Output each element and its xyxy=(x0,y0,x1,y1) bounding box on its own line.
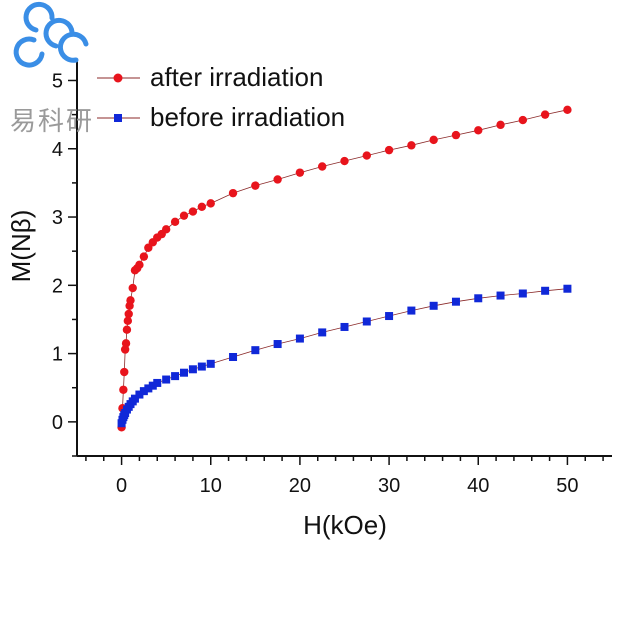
data-point-after-irradiation xyxy=(384,145,394,155)
data-point-before-irradiation xyxy=(407,306,416,315)
data-point-before-irradiation xyxy=(251,346,260,355)
data-point-before-irradiation xyxy=(139,387,148,396)
data-point-after-irradiation xyxy=(139,252,149,261)
data-point-after-irradiation xyxy=(429,135,438,145)
y-tick-label: 5 xyxy=(52,70,63,92)
data-point-before-irradiation xyxy=(144,384,153,393)
data-point-before-irradiation xyxy=(171,372,180,381)
data-point-before-irradiation xyxy=(474,294,483,303)
y-tick-label: 0 xyxy=(52,412,63,434)
data-point-before-irradiation xyxy=(153,378,162,387)
data-point-before-irradiation xyxy=(229,353,238,361)
data-point-after-irradiation xyxy=(318,162,327,171)
data-point-after-irradiation xyxy=(197,202,207,211)
series-line-before-irradiation xyxy=(121,288,568,424)
data-point-before-irradiation xyxy=(563,284,572,293)
legend: after irradiation before irradiation xyxy=(97,62,345,132)
data-point-before-irradiation xyxy=(197,362,206,371)
x-tick-label: 20 xyxy=(289,475,311,497)
data-point-before-irradiation xyxy=(340,322,349,331)
data-point-after-irradiation xyxy=(120,345,130,354)
data-point-after-irradiation xyxy=(340,156,349,166)
data-point-after-irradiation xyxy=(206,199,215,208)
data-point-before-irradiation xyxy=(188,365,197,374)
data-point-before-irradiation xyxy=(295,334,304,343)
legend-marker-after xyxy=(113,73,123,83)
data-point-after-irradiation xyxy=(540,110,550,119)
data-point-after-irradiation xyxy=(228,188,238,198)
watermark-logo: 易科研 xyxy=(10,1,94,137)
data-point-before-irradiation xyxy=(206,359,215,368)
data-point-before-irradiation xyxy=(180,368,188,377)
data-point-after-irradiation xyxy=(161,225,171,234)
x-tick-label: 40 xyxy=(467,475,489,497)
data-point-before-irradiation xyxy=(162,375,171,384)
data-point-before-irradiation xyxy=(496,291,505,300)
data-point-after-irradiation xyxy=(407,141,416,150)
data-point-after-irradiation xyxy=(251,181,260,190)
data-point-after-irradiation xyxy=(474,126,483,135)
data-point-after-irradiation xyxy=(563,105,572,115)
x-tick-label: 10 xyxy=(200,475,222,497)
y-tick-label: 2 xyxy=(52,275,63,297)
x-tick-label: 30 xyxy=(378,475,400,497)
data-point-after-irradiation xyxy=(128,283,137,293)
data-point-before-irradiation xyxy=(148,381,157,390)
logo-emblem-icon xyxy=(13,1,89,68)
data-point-after-irradiation xyxy=(451,130,461,140)
watermark-text: 易科研 xyxy=(10,107,94,137)
x-axis-label: H(kOe) xyxy=(303,510,387,540)
data-point-before-irradiation xyxy=(318,328,327,337)
data-point-after-irradiation xyxy=(120,367,129,377)
data-point-after-irradiation xyxy=(362,151,371,160)
data-point-before-irradiation xyxy=(541,286,550,295)
data-point-after-irradiation xyxy=(121,339,131,348)
y-tick-label: 4 xyxy=(52,139,63,161)
y-tick-label: 3 xyxy=(52,207,63,229)
legend-label-before: before irradiation xyxy=(150,102,345,132)
legend-marker-before xyxy=(114,114,122,122)
data-point-after-irradiation xyxy=(126,296,135,305)
data-point-before-irradiation xyxy=(451,297,460,306)
data-point-after-irradiation xyxy=(496,120,505,130)
data-point-after-irradiation xyxy=(124,309,133,319)
data-point-after-irradiation xyxy=(135,260,144,270)
data-point-after-irradiation xyxy=(119,385,128,394)
y-tick-label: 1 xyxy=(52,344,63,366)
data-point-before-irradiation xyxy=(130,394,139,403)
x-tick-label: 50 xyxy=(556,475,578,497)
legend-label-after: after irradiation xyxy=(150,62,323,92)
data-point-before-irradiation xyxy=(135,390,144,399)
data-point-after-irradiation xyxy=(518,115,528,125)
series-layer xyxy=(117,105,572,432)
data-point-before-irradiation xyxy=(518,289,527,298)
data-point-after-irradiation xyxy=(273,175,282,184)
data-point-after-irradiation xyxy=(179,211,189,220)
x-tick-label: 0 xyxy=(116,475,127,497)
data-point-after-irradiation xyxy=(188,207,198,216)
data-point-after-irradiation xyxy=(123,316,133,326)
data-point-before-irradiation xyxy=(429,301,438,310)
data-point-before-irradiation xyxy=(385,312,394,321)
data-point-after-irradiation xyxy=(170,217,180,227)
data-point-after-irradiation xyxy=(295,168,305,177)
data-point-before-irradiation xyxy=(362,317,371,326)
data-point-after-irradiation xyxy=(122,325,132,334)
axes: 0 10 20 30 40 50 0 1 2 3 4 5 xyxy=(52,60,612,497)
data-point-before-irradiation xyxy=(273,340,282,349)
y-axis-label: M(Nβ) xyxy=(6,210,36,283)
